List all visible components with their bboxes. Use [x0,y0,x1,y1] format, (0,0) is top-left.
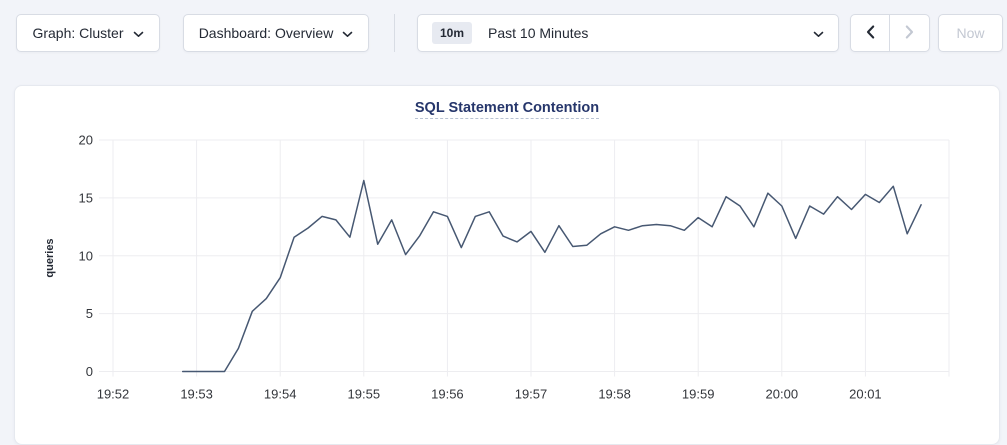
chevron-down-icon [342,25,353,41]
graph-dropdown[interactable]: Graph: Cluster [16,14,160,52]
chevron-left-icon [866,24,875,42]
dashboard-dropdown[interactable]: Dashboard: Overview [183,14,369,52]
svg-text:20:01: 20:01 [849,387,882,402]
dashboard-dropdown-label: Dashboard: Overview [198,25,334,41]
svg-text:0: 0 [86,364,93,379]
metrics-page: Graph: Cluster Dashboard: Overview 10m P… [14,14,1003,445]
svg-text:20: 20 [79,133,93,148]
chevron-right-icon [905,24,914,42]
svg-text:19:55: 19:55 [348,387,381,402]
svg-text:19:59: 19:59 [682,387,715,402]
sql-contention-chart: 0 5 10 15 20 19:52 19:53 19:54 19:55 19:56 19:57 19… [44,133,950,402]
chart-panel: 0 5 10 15 20 19:52 19:53 19:54 19:55 19:56 19:57 19… [14,85,1000,445]
toolbar-divider [394,14,395,52]
svg-text:5: 5 [86,306,93,321]
svg-text:queries: queries [44,238,56,277]
svg-text:20:00: 20:00 [766,387,799,402]
svg-text:19:56: 19:56 [431,387,464,402]
chart-title[interactable]: SQL Statement Contention [414,100,600,119]
svg-text:19:54: 19:54 [264,387,297,402]
time-forward-button[interactable] [890,15,929,51]
chart-title-row: SQL Statement Contention [15,99,999,119]
svg-text:15: 15 [79,190,93,205]
time-range-label: Past 10 Minutes [488,25,589,41]
time-backward-button[interactable] [851,15,891,51]
svg-text:10: 10 [79,248,93,263]
svg-text:19:53: 19:53 [180,387,213,402]
chevron-down-icon [133,25,144,41]
svg-text:19:57: 19:57 [515,387,548,402]
time-range-badge: 10m [432,21,473,45]
time-range-picker[interactable]: 10m Past 10 Minutes [417,14,839,52]
time-step-button-group [850,14,930,52]
now-button[interactable]: Now [938,14,1003,52]
svg-text:19:52: 19:52 [97,387,130,402]
graph-dropdown-label: Graph: Cluster [32,25,124,41]
svg-text:19:58: 19:58 [598,387,631,402]
chevron-down-icon [813,25,824,41]
